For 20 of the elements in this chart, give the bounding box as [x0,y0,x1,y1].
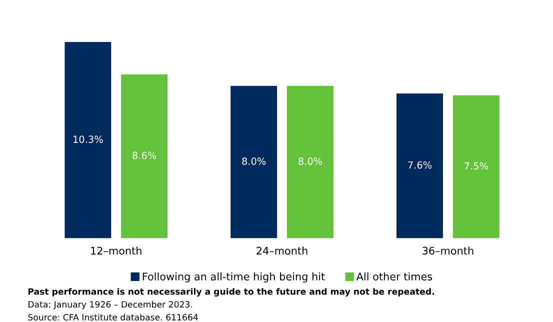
data-label: 8.0% [298,158,322,165]
legend-label: All other times [356,272,432,280]
bar [452,95,500,238]
bar [230,86,278,238]
x-tick-label: 24–month [256,246,308,255]
data-label: 10.3% [74,136,103,143]
text: Past performance is not necessarily a guide to the future and may not be repeated. [28,288,434,296]
x-tick-label: 36–month [422,246,474,255]
bar [121,74,168,238]
bar [64,42,112,238]
source-note: Source: CFA Institute database. 611664 [28,314,198,321]
legend-label: Following an all-time high being hit [142,272,325,282]
data-label: 8.6% [132,152,156,160]
data-label: 7.5% [464,162,488,170]
x-tick-label: 12–month [91,246,142,255]
data-label: 8.0% [242,158,266,165]
text: Data: January 1926 – December 2023. [28,300,192,310]
data-label: 7.6% [408,161,432,169]
bar [287,86,334,238]
bar [396,93,443,238]
